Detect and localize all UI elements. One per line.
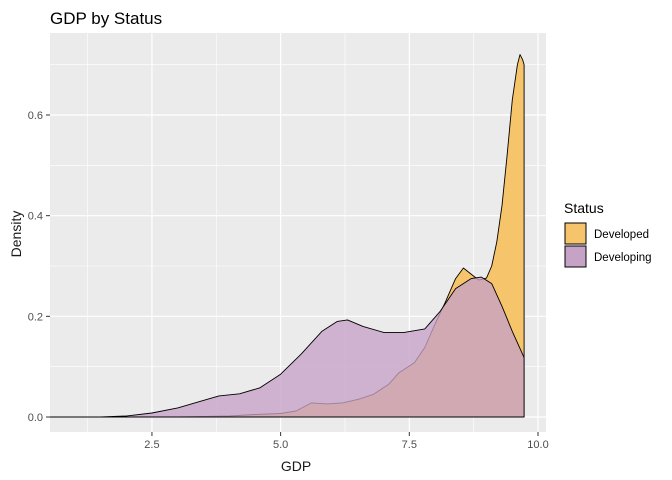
y-tick-label: 0.4	[28, 211, 43, 223]
legend-key-developing	[564, 245, 587, 268]
x-tick-label: 10.0	[527, 439, 548, 451]
chart-title: GDP by Status	[50, 9, 162, 28]
x-axis-title: GDP	[281, 458, 311, 474]
axis-ticks: 2.5 5.0 7.5 10.0 0.0 0.2 0.4 0.6	[28, 110, 549, 451]
y-tick-label: 0.6	[28, 110, 43, 122]
legend: Status Developed Developing	[564, 200, 652, 268]
density-area-developing	[48, 276, 525, 418]
y-tick-label: 0.0	[28, 412, 43, 424]
legend-title: Status	[564, 200, 604, 216]
legend-key-developed	[564, 222, 587, 245]
x-tick-label: 7.5	[402, 439, 417, 451]
x-tick-label: 2.5	[144, 439, 159, 451]
x-tick-label: 5.0	[273, 439, 288, 451]
y-tick-label: 0.2	[28, 311, 43, 323]
density-areas	[48, 54, 525, 418]
y-axis-title: Density	[8, 211, 24, 258]
legend-label-developing: Developing	[594, 252, 652, 264]
legend-label-developed: Developed	[594, 229, 649, 241]
